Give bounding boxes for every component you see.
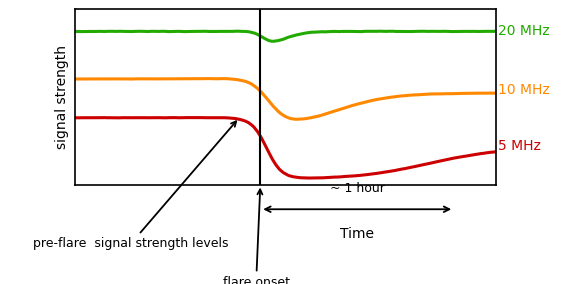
Text: flare onset: flare onset bbox=[223, 189, 290, 284]
Text: 20 MHz: 20 MHz bbox=[499, 24, 550, 37]
Text: ~ 1 hour: ~ 1 hour bbox=[330, 182, 385, 195]
Text: pre-flare  signal strength levels: pre-flare signal strength levels bbox=[33, 121, 236, 250]
Text: 10 MHz: 10 MHz bbox=[499, 83, 550, 97]
Y-axis label: signal strength: signal strength bbox=[55, 45, 69, 149]
Text: 5 MHz: 5 MHz bbox=[499, 139, 541, 153]
Text: Time: Time bbox=[340, 227, 374, 241]
